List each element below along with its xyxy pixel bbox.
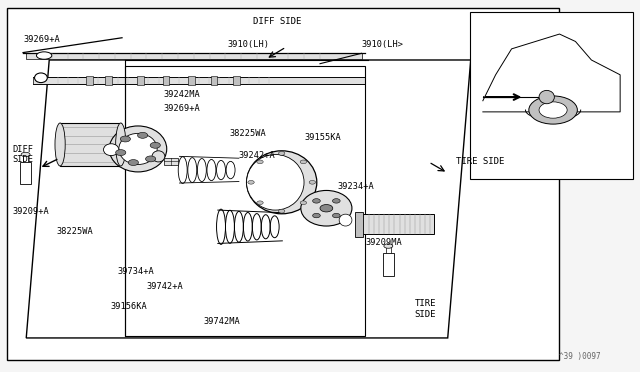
Text: 39734+A: 39734+A: [118, 267, 154, 276]
Bar: [163, 76, 170, 85]
Bar: [106, 76, 112, 85]
Ellipse shape: [36, 52, 52, 59]
Ellipse shape: [278, 151, 285, 155]
Text: DIFF
SIDE: DIFF SIDE: [12, 145, 33, 164]
Bar: [355, 212, 363, 237]
Bar: [164, 158, 177, 164]
Polygon shape: [26, 52, 362, 59]
Bar: [188, 76, 195, 85]
Ellipse shape: [529, 96, 577, 124]
Ellipse shape: [278, 209, 285, 213]
Text: 3910(LH>: 3910(LH>: [362, 40, 403, 49]
Ellipse shape: [312, 214, 320, 218]
Bar: [386, 247, 391, 253]
Ellipse shape: [333, 214, 340, 218]
Bar: [7, 8, 559, 360]
Ellipse shape: [116, 123, 126, 166]
Text: 3910(LH): 3910(LH): [227, 40, 269, 49]
Bar: [211, 76, 217, 85]
Ellipse shape: [300, 160, 307, 164]
Ellipse shape: [119, 134, 157, 164]
Bar: [125, 65, 365, 336]
Ellipse shape: [150, 142, 161, 148]
Ellipse shape: [248, 180, 254, 184]
Ellipse shape: [21, 152, 30, 157]
Ellipse shape: [35, 73, 47, 83]
Text: 39242MA: 39242MA: [164, 90, 200, 99]
Ellipse shape: [55, 123, 65, 166]
Text: TIRE SIDE: TIRE SIDE: [456, 157, 504, 166]
Text: DIFF SIDE: DIFF SIDE: [253, 17, 301, 26]
Text: 39269+A: 39269+A: [23, 35, 60, 44]
Ellipse shape: [257, 160, 263, 164]
Ellipse shape: [333, 199, 340, 203]
Ellipse shape: [145, 156, 156, 162]
Ellipse shape: [246, 151, 317, 214]
Bar: [86, 76, 93, 85]
Ellipse shape: [116, 150, 126, 155]
Text: TIRE
SIDE: TIRE SIDE: [415, 299, 436, 319]
Text: 39242+A: 39242+A: [239, 151, 276, 160]
Ellipse shape: [320, 205, 333, 212]
Text: 39209+A: 39209+A: [12, 207, 49, 216]
Bar: [233, 76, 239, 85]
Bar: [470, 12, 633, 179]
Ellipse shape: [104, 144, 119, 155]
Ellipse shape: [312, 199, 320, 203]
Text: 39156KA: 39156KA: [111, 302, 147, 311]
Ellipse shape: [301, 190, 352, 226]
Ellipse shape: [120, 136, 131, 142]
Ellipse shape: [152, 151, 165, 162]
Ellipse shape: [257, 201, 263, 205]
Bar: [360, 214, 434, 234]
Ellipse shape: [339, 214, 352, 226]
Bar: [33, 77, 365, 84]
Text: 39742MA: 39742MA: [204, 317, 241, 326]
Text: 39269+A: 39269+A: [164, 104, 200, 113]
Ellipse shape: [539, 90, 554, 104]
Bar: [23, 155, 28, 162]
Ellipse shape: [384, 244, 393, 248]
Text: 39209MA: 39209MA: [366, 238, 403, 247]
Ellipse shape: [309, 180, 316, 184]
Ellipse shape: [300, 201, 307, 205]
Ellipse shape: [246, 154, 304, 210]
Bar: [177, 156, 241, 183]
Ellipse shape: [138, 132, 148, 138]
Bar: [20, 162, 31, 184]
Polygon shape: [26, 60, 470, 338]
Text: 38225WA: 38225WA: [57, 227, 93, 236]
Bar: [138, 76, 144, 85]
Ellipse shape: [539, 102, 567, 118]
Text: ^39 )0097: ^39 )0097: [559, 352, 601, 361]
Text: 39155KA: 39155KA: [304, 132, 340, 142]
Bar: [383, 253, 394, 276]
Bar: [60, 123, 121, 166]
Text: 39234+A: 39234+A: [337, 182, 374, 191]
Polygon shape: [483, 34, 620, 112]
Ellipse shape: [109, 126, 167, 172]
Ellipse shape: [128, 160, 138, 166]
Text: 39742+A: 39742+A: [147, 282, 183, 291]
Text: 38225WA: 38225WA: [229, 128, 266, 138]
